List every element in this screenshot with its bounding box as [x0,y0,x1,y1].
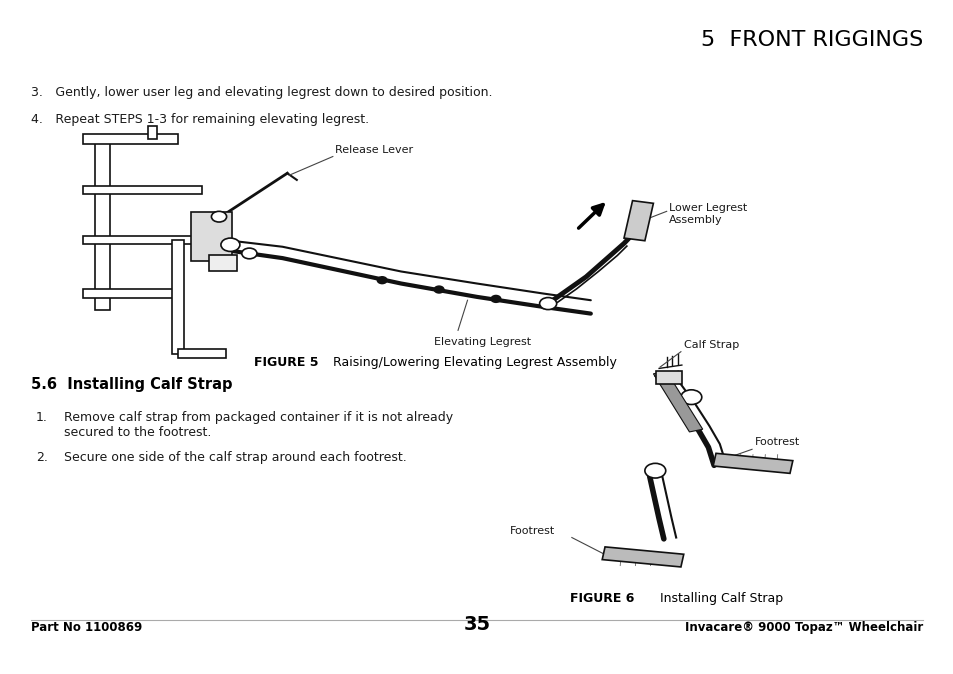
Text: Secure one side of the calf strap around each footrest.: Secure one side of the calf strap around… [65,451,407,464]
Text: Calf Strap: Calf Strap [683,340,739,350]
FancyBboxPatch shape [83,185,202,194]
Text: Elevating Legrest: Elevating Legrest [434,337,531,347]
FancyBboxPatch shape [209,255,236,271]
Text: FIGURE 5: FIGURE 5 [253,356,318,369]
Circle shape [212,212,227,222]
Text: 35: 35 [463,615,490,634]
Polygon shape [601,547,683,567]
Text: 4. Repeat STEPS 1-3 for remaining elevating legrest.: 4. Repeat STEPS 1-3 for remaining elevat… [31,113,369,126]
FancyBboxPatch shape [172,240,184,354]
Polygon shape [623,201,653,241]
Polygon shape [653,372,702,432]
Polygon shape [713,454,792,473]
FancyBboxPatch shape [178,349,226,358]
Circle shape [221,238,239,251]
Text: FIGURE 6: FIGURE 6 [569,592,634,605]
Text: Remove calf strap from packaged container if it is not already
secured to the fo: Remove calf strap from packaged containe… [65,410,453,439]
Circle shape [491,296,500,302]
Text: Footrest: Footrest [754,437,800,448]
Text: Invacare® 9000 Topaz™ Wheelchair: Invacare® 9000 Topaz™ Wheelchair [684,621,922,634]
FancyBboxPatch shape [148,127,157,139]
Circle shape [644,463,665,478]
FancyBboxPatch shape [656,371,681,384]
Circle shape [434,286,443,293]
Text: 5  FRONT RIGGINGS: 5 FRONT RIGGINGS [700,30,922,49]
Circle shape [539,297,557,309]
Text: 3. Gently, lower user leg and elevating legrest down to desired position.: 3. Gently, lower user leg and elevating … [31,86,492,99]
Text: 1.: 1. [36,410,48,423]
Text: Release Lever: Release Lever [335,145,413,155]
Text: 5.6  Installing Calf Strap: 5.6 Installing Calf Strap [31,377,233,392]
FancyBboxPatch shape [83,236,202,245]
Text: 2.: 2. [36,451,48,464]
FancyBboxPatch shape [83,289,183,298]
Text: Footrest: Footrest [510,526,555,537]
Text: Raising/Lowering Elevating Legrest Assembly: Raising/Lowering Elevating Legrest Assem… [320,356,616,369]
Text: Installing Calf Strap: Installing Calf Strap [643,592,782,605]
FancyBboxPatch shape [94,136,110,310]
Circle shape [241,248,256,259]
FancyBboxPatch shape [83,134,178,144]
Text: Lower Legrest
Assembly: Lower Legrest Assembly [668,204,746,225]
FancyBboxPatch shape [191,212,233,262]
Circle shape [680,390,701,404]
Circle shape [377,277,387,284]
Text: Part No 1100869: Part No 1100869 [31,621,142,634]
